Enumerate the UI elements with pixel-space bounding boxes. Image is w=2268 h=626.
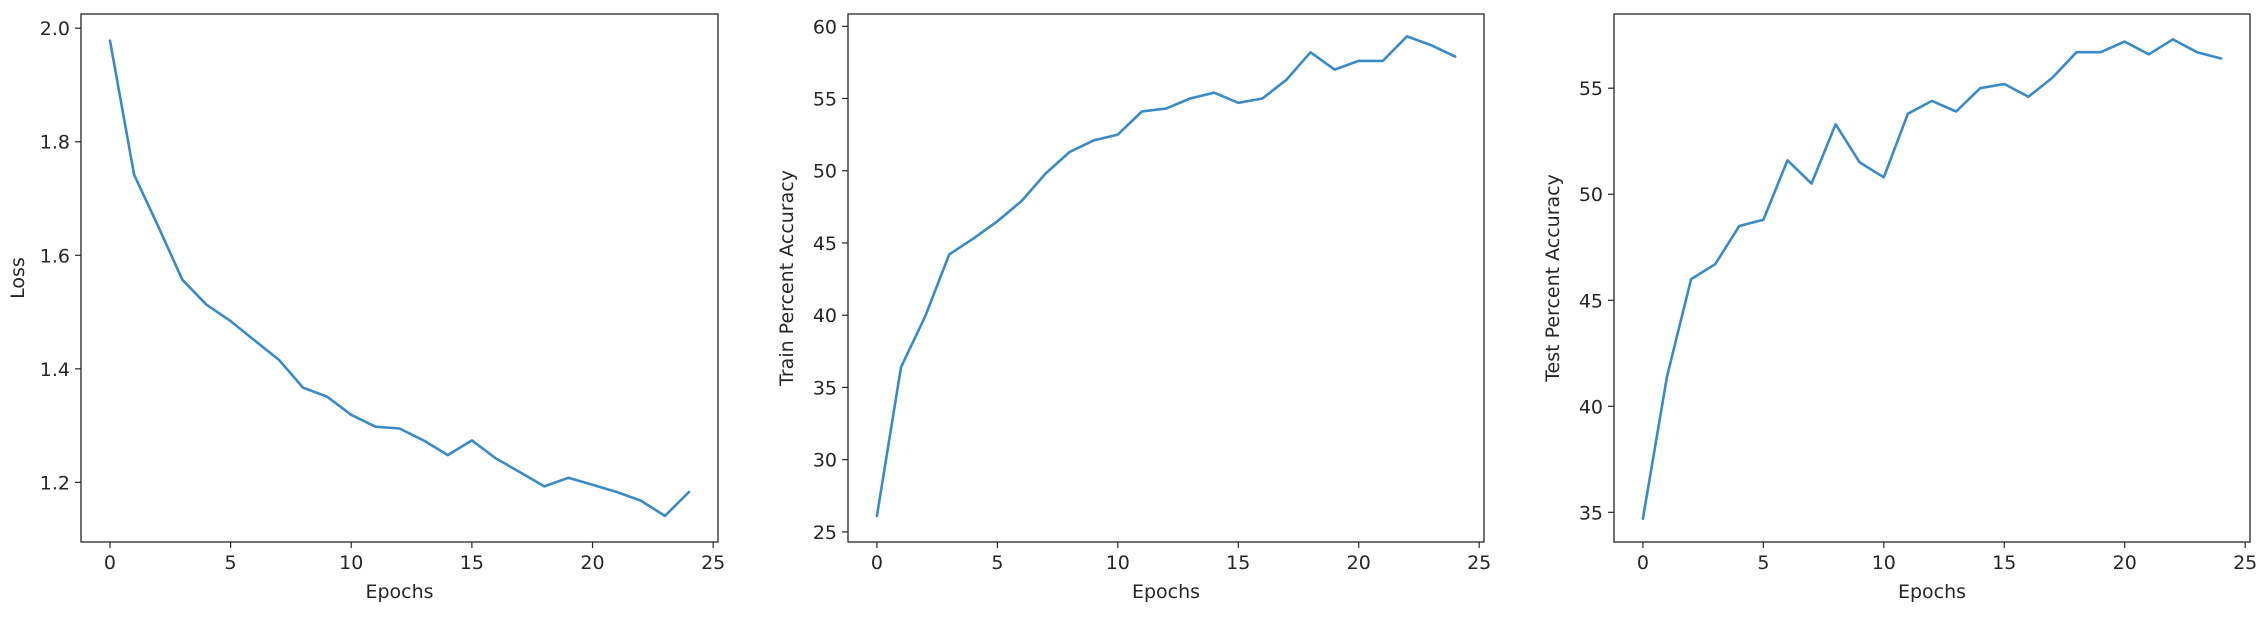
y-tick-label: 60: [813, 16, 837, 38]
y-axis-label: Train Percent Accuracy: [776, 170, 798, 387]
x-tick-label: 20: [1347, 552, 1371, 574]
series-line: [108, 39, 691, 518]
x-tick-label: 15: [1226, 552, 1250, 574]
y-tick-label: 1.6: [40, 245, 70, 267]
y-tick-label: 50: [813, 161, 837, 183]
x-tick-label: 20: [2113, 552, 2137, 574]
chart-2: 0 5 10 15 20 25 25 30 35 40 45 50 55 60 Epochs Train Pe…: [776, 13, 1491, 603]
x-tick-label: 25: [1467, 552, 1491, 574]
x-axis-label: Epochs: [1898, 581, 1966, 603]
x-tick-label: 10: [339, 552, 363, 574]
x-tick-label: 15: [1992, 552, 2016, 574]
x-tick-label: 5: [1757, 552, 1769, 574]
plot-frame: [80, 13, 719, 543]
y-tick-label: 2.0: [40, 18, 70, 40]
y-tick-label: 1.8: [40, 132, 70, 154]
x-tick-label: 15: [460, 552, 484, 574]
x-tick-label: 5: [225, 552, 237, 574]
y-axis-label: Test Percent Accuracy: [1542, 174, 1564, 383]
y-tick-label: 50: [1579, 184, 1603, 206]
series-line: [875, 35, 1457, 518]
y-axis-label: Loss: [7, 257, 29, 299]
y-tick-label: 1.4: [40, 359, 70, 381]
chart-1: 0 5 10 15 20 25 1.2 1.4 1.6 1.8 2.0 Epochs Loss: [7, 13, 725, 603]
x-axis-label: Epochs: [365, 581, 433, 603]
x-tick-label: 5: [991, 552, 1003, 574]
x-tick-label: 10: [1106, 552, 1130, 574]
x-axis-label: Epochs: [1132, 581, 1200, 603]
chart-3: 0 5 10 15 20 25 35 40 45 50 55 Epochs Test Percent A…: [1542, 13, 2257, 603]
y-tick-label: 25: [813, 522, 837, 544]
x-tick-label: 0: [1637, 552, 1649, 574]
y-tick-label: 40: [1579, 396, 1603, 418]
y-tick-label: 1.2: [40, 472, 70, 494]
x-tick-label: 20: [580, 552, 604, 574]
y-tick-label: 35: [813, 377, 837, 399]
series-line: [1641, 38, 2223, 521]
x-tick-label: 25: [2233, 552, 2257, 574]
plot-frame: [1613, 13, 2251, 543]
y-tick-label: 35: [1579, 502, 1603, 524]
x-tick-label: 0: [871, 552, 883, 574]
x-tick-label: 0: [104, 552, 116, 574]
plot-frame: [847, 13, 1485, 543]
y-tick-label: 55: [1579, 78, 1603, 100]
y-tick-label: 45: [813, 233, 837, 255]
y-tick-label: 55: [813, 89, 837, 111]
x-tick-label: 25: [701, 552, 725, 574]
y-tick-label: 30: [813, 450, 837, 472]
x-tick-label: 10: [1872, 552, 1896, 574]
y-tick-label: 45: [1579, 290, 1603, 312]
y-tick-label: 40: [813, 305, 837, 327]
